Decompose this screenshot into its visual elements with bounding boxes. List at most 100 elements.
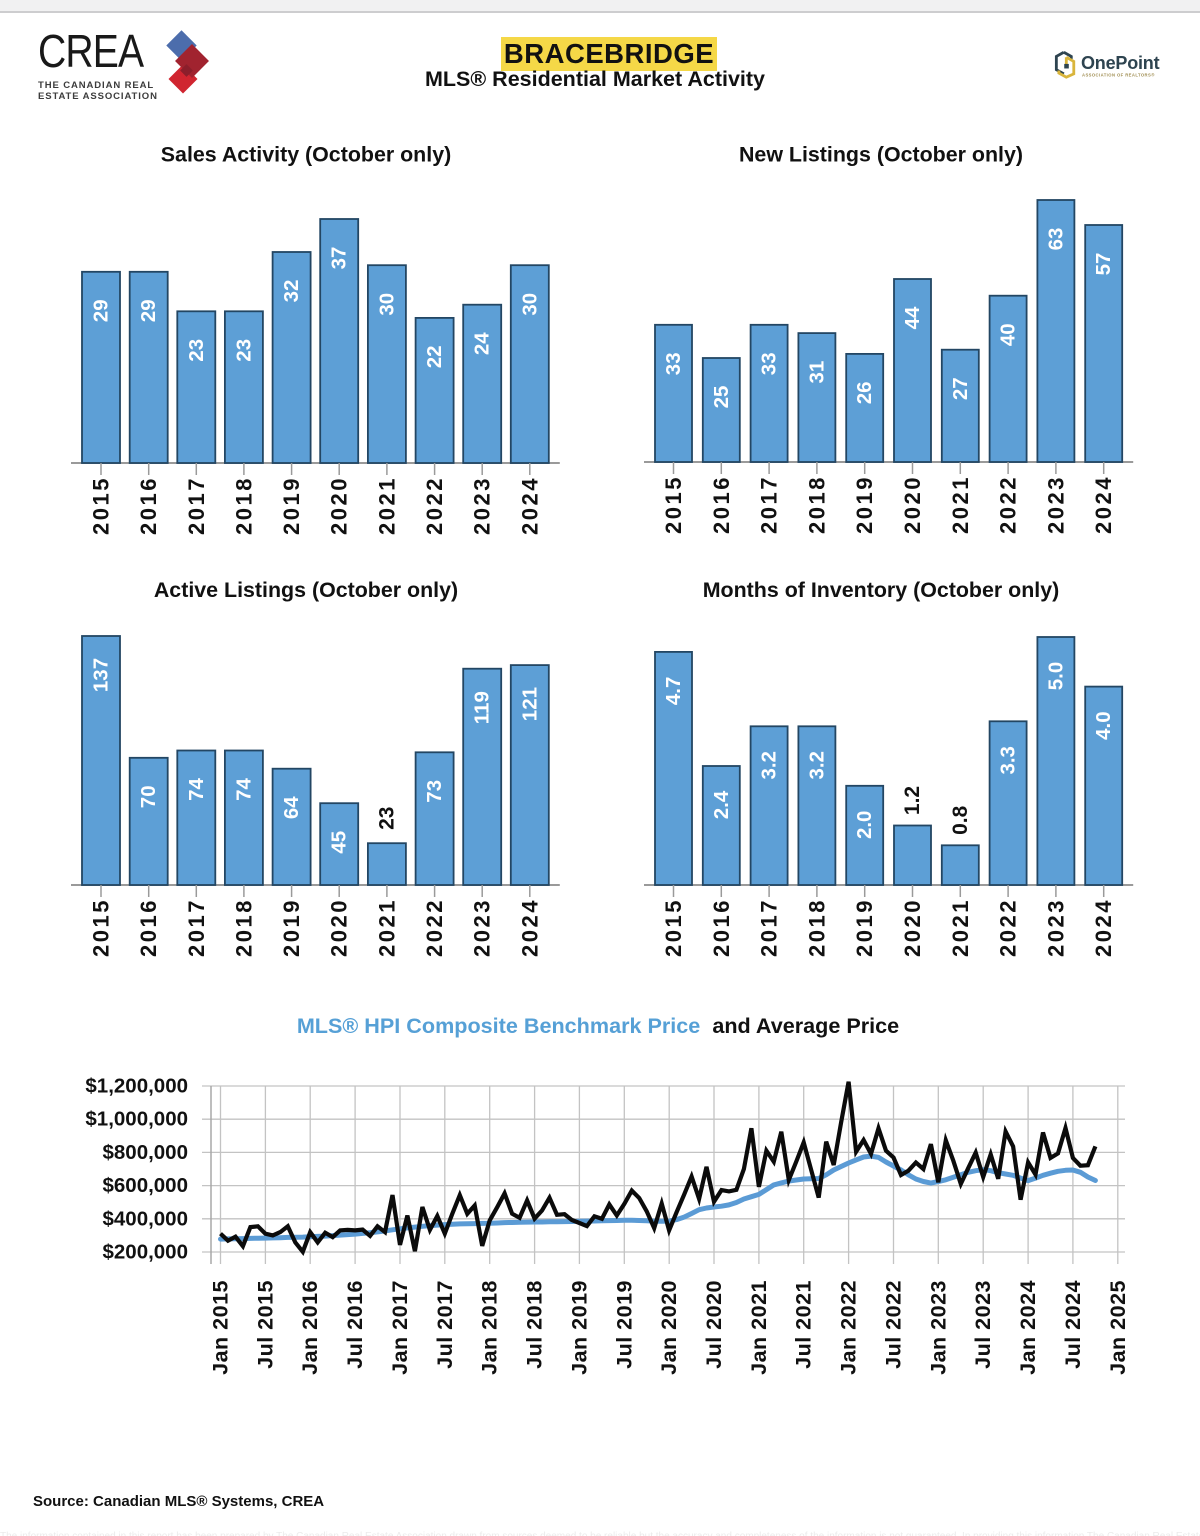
svg-text:MLS® HPI Composite Benchmark P: MLS® HPI Composite Benchmark Price and A…	[297, 1013, 899, 1038]
svg-text:0.8: 0.8	[949, 805, 972, 835]
svg-text:$1,000,000: $1,000,000	[85, 1108, 188, 1131]
svg-text:5.0: 5.0	[1044, 662, 1067, 691]
svg-text:24: 24	[471, 332, 494, 355]
svg-text:2023: 2023	[470, 476, 495, 535]
svg-text:57: 57	[1092, 253, 1115, 276]
svg-text:29: 29	[137, 299, 160, 322]
svg-text:Jan 2016: Jan 2016	[298, 1280, 322, 1375]
svg-text:64: 64	[280, 796, 303, 819]
svg-text:121: 121	[518, 687, 541, 721]
svg-text:Jan 2025: Jan 2025	[1106, 1280, 1130, 1375]
svg-text:4.0: 4.0	[1092, 711, 1115, 740]
svg-text:30: 30	[518, 293, 541, 316]
svg-text:2024: 2024	[517, 476, 542, 535]
svg-text:$400,000: $400,000	[102, 1207, 188, 1230]
svg-text:45: 45	[328, 831, 351, 854]
svg-text:OnePoint: OnePoint	[1081, 53, 1160, 73]
svg-text:70: 70	[137, 785, 160, 808]
svg-text:2018: 2018	[231, 898, 256, 957]
svg-text:Jan 2015: Jan 2015	[209, 1280, 233, 1375]
svg-text:63: 63	[1044, 228, 1067, 251]
svg-text:73: 73	[423, 780, 446, 803]
svg-text:Jul 2024: Jul 2024	[1061, 1280, 1085, 1369]
svg-text:26: 26	[853, 381, 876, 404]
svg-text:2023: 2023	[470, 898, 495, 957]
svg-text:29: 29	[90, 299, 113, 322]
svg-text:2017: 2017	[757, 898, 782, 957]
svg-text:2018: 2018	[231, 476, 256, 535]
svg-text:40: 40	[997, 323, 1020, 346]
svg-text:22: 22	[423, 345, 446, 368]
svg-text:2016: 2016	[136, 476, 161, 535]
svg-text:Jul 2020: Jul 2020	[702, 1280, 726, 1369]
svg-text:74: 74	[232, 778, 255, 801]
svg-text:2016: 2016	[709, 475, 734, 534]
svg-text:2023: 2023	[1043, 898, 1068, 957]
svg-text:2020: 2020	[900, 475, 925, 534]
svg-text:1.2: 1.2	[901, 786, 924, 815]
svg-text:2021: 2021	[948, 898, 973, 957]
svg-text:2017: 2017	[184, 476, 209, 535]
svg-text:2021: 2021	[374, 898, 399, 957]
svg-text:30: 30	[375, 293, 398, 316]
svg-text:2016: 2016	[709, 898, 734, 957]
svg-text:2024: 2024	[517, 898, 542, 957]
svg-text:New Listings (October only): New Listings (October only)	[739, 143, 1023, 167]
svg-text:Sales Activity (October only): Sales Activity (October only)	[161, 143, 451, 167]
svg-text:2024: 2024	[1091, 475, 1116, 534]
svg-text:Jan 2020: Jan 2020	[657, 1280, 681, 1375]
svg-text:23: 23	[232, 339, 255, 362]
svg-text:Jul 2019: Jul 2019	[612, 1280, 636, 1369]
svg-text:23: 23	[375, 807, 398, 830]
svg-text:Jan 2022: Jan 2022	[837, 1280, 861, 1375]
svg-text:2019: 2019	[852, 898, 877, 957]
svg-text:Jan 2019: Jan 2019	[567, 1280, 591, 1375]
svg-text:2017: 2017	[757, 475, 782, 534]
svg-text:Months of Inventory (October o: Months of Inventory (October only)	[703, 578, 1060, 602]
svg-text:2020: 2020	[327, 476, 352, 535]
svg-text:27: 27	[949, 377, 972, 400]
svg-text:Jul 2023: Jul 2023	[971, 1280, 995, 1369]
svg-text:2022: 2022	[996, 475, 1021, 534]
svg-text:2023: 2023	[1043, 475, 1068, 534]
svg-text:33: 33	[662, 352, 685, 375]
svg-text:2022: 2022	[996, 898, 1021, 957]
svg-text:2020: 2020	[327, 898, 352, 957]
svg-text:2017: 2017	[184, 898, 209, 957]
svg-text:2015: 2015	[89, 898, 114, 957]
svg-text:Jan 2017: Jan 2017	[388, 1280, 412, 1375]
svg-text:2.4: 2.4	[710, 790, 733, 819]
svg-text:2022: 2022	[422, 476, 447, 535]
svg-text:137: 137	[90, 658, 113, 692]
svg-text:Jul 2022: Jul 2022	[882, 1280, 906, 1369]
svg-text:2015: 2015	[661, 475, 686, 534]
svg-text:23: 23	[185, 339, 208, 362]
svg-text:119: 119	[471, 691, 494, 724]
svg-text:2015: 2015	[89, 476, 114, 535]
svg-text:2018: 2018	[804, 475, 829, 534]
svg-text:Jul 2018: Jul 2018	[523, 1280, 547, 1369]
svg-text:2018: 2018	[804, 898, 829, 957]
svg-text:32: 32	[280, 280, 303, 303]
svg-text:Jul 2021: Jul 2021	[792, 1280, 816, 1369]
svg-text:2019: 2019	[852, 475, 877, 534]
svg-text:ASSOCIATION OF REALTORS®: ASSOCIATION OF REALTORS®	[1082, 73, 1155, 78]
svg-text:$600,000: $600,000	[102, 1174, 188, 1197]
svg-text:3.3: 3.3	[997, 746, 1020, 775]
svg-text:Active Listings (October only): Active Listings (October only)	[154, 578, 458, 602]
svg-text:2020: 2020	[900, 898, 925, 957]
svg-text:2016: 2016	[136, 898, 161, 957]
svg-text:$800,000: $800,000	[102, 1141, 188, 1164]
svg-text:33: 33	[758, 352, 781, 375]
svg-text:$200,000: $200,000	[102, 1241, 188, 1264]
svg-text:2022: 2022	[422, 898, 447, 957]
svg-text:Jul 2015: Jul 2015	[253, 1280, 277, 1369]
svg-text:Jan 2023: Jan 2023	[926, 1280, 950, 1375]
svg-text:$1,200,000: $1,200,000	[85, 1075, 188, 1098]
svg-text:Jan 2021: Jan 2021	[747, 1280, 771, 1375]
svg-text:3.2: 3.2	[805, 751, 828, 780]
svg-text:2019: 2019	[279, 476, 304, 535]
svg-text:4.7: 4.7	[662, 677, 685, 706]
svg-text:2015: 2015	[661, 898, 686, 957]
svg-text:37: 37	[328, 247, 351, 270]
